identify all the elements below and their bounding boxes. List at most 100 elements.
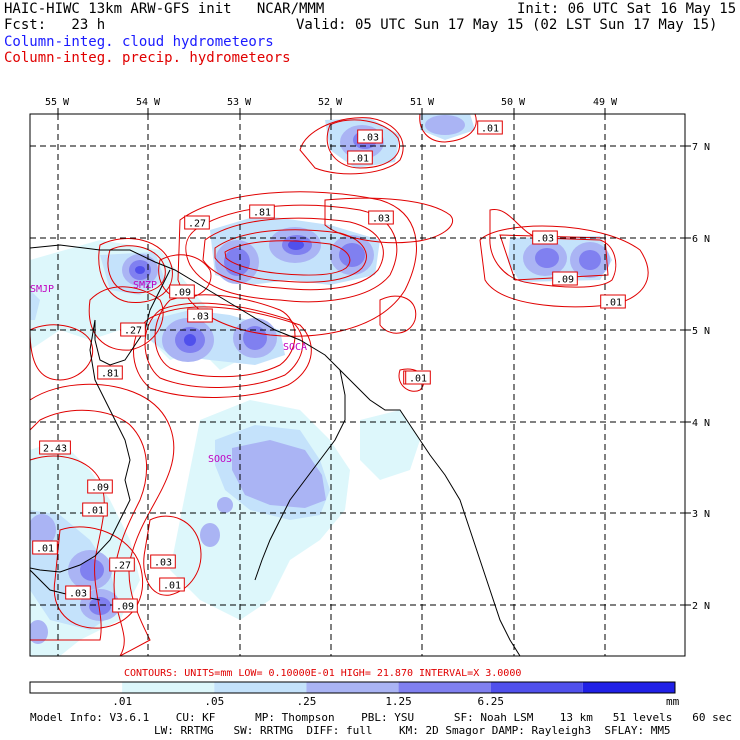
colorbar-swatch [398, 682, 491, 693]
lat-label: 5 N [692, 326, 710, 337]
contour-label-box [477, 120, 503, 135]
contour-label: .03 [191, 312, 209, 323]
lon-labels: 55 W 54 W 53 W 52 W 51 W 50 W 49 W [45, 97, 618, 108]
plot-title: HAIC-HIWC 13km ARW-GFS init NCAR/MMM [4, 1, 325, 17]
contour-label: .27 [124, 326, 142, 337]
station-labels: SMJP SOCA SOOS SMZP [30, 280, 307, 465]
lon-label: 54 W [136, 97, 161, 108]
contour-labels: .03 .01 .01 .01 .81 .03 .27 .03 .09 .09 .03 .01 .27.… [32, 120, 626, 613]
contour-label: .09 [556, 275, 574, 286]
contour-label: .01 [481, 124, 499, 135]
contour-label-box [405, 370, 431, 385]
cloud-shading-darkest [135, 240, 304, 346]
contour-label-box [109, 557, 135, 572]
contour-label-box [169, 284, 195, 299]
lon-label: 49 W [593, 97, 618, 108]
contour-label: .27 [113, 561, 131, 572]
lon-label: 53 W [227, 97, 252, 108]
contour-label: .03 [154, 558, 172, 569]
lat-label: 3 N [692, 509, 710, 520]
station-label: SMZP [133, 280, 157, 291]
lat-label: 7 N [692, 142, 710, 153]
colorbar-tick-label: .01 [112, 695, 132, 708]
contour-label: 2.43 [43, 444, 67, 455]
contour-label: .03 [372, 214, 390, 225]
coastline [30, 244, 521, 656]
forecast-hour: Fcst: 23 h [4, 17, 106, 33]
contour-label: .03 [536, 234, 554, 245]
contours-info: CONTOURS: UNITS=mm LOW= 0.10000E-01 HIGH… [124, 668, 521, 679]
contour-label-box [97, 365, 123, 380]
contour-label-box [82, 502, 108, 517]
lat-label: 4 N [692, 418, 710, 429]
colorbar-tick-label: 6.25 [477, 695, 504, 708]
frame-ticks [57, 108, 691, 606]
contour-label: .09 [173, 288, 191, 299]
contour-label: .01 [36, 544, 54, 555]
contour-label: .03 [69, 589, 87, 600]
colorbar-swatch [582, 682, 675, 693]
contour-label-box [368, 210, 394, 225]
contour-label-box [187, 308, 213, 323]
contour-label-box [87, 479, 113, 494]
precip-contours [30, 114, 649, 656]
field-precip-label: Column-integ. precip. hydrometeors [4, 50, 291, 66]
contour-label-box [600, 294, 626, 309]
contour-label-box [65, 585, 91, 600]
contour-label: .01 [604, 298, 622, 309]
contour-label-box [120, 322, 146, 337]
colorbar-frame [29, 681, 676, 694]
contour-label: .03 [361, 133, 379, 144]
lat-label: 6 N [692, 234, 710, 245]
station-label: SOCA [283, 342, 307, 353]
contour-label: .09 [116, 602, 134, 613]
colorbar-tick-label: .05 [204, 695, 224, 708]
lon-label: 51 W [410, 97, 435, 108]
station-label: SOOS [208, 454, 232, 465]
contour-label-box [347, 150, 373, 165]
colorbar-tick-label: 1.25 [385, 695, 412, 708]
colorbar-ticks: .01 .05 .25 1.25 6.25 [112, 695, 504, 708]
lon-label: 55 W [45, 97, 70, 108]
contour-label-box [184, 215, 210, 230]
cloud-shading-dark [30, 115, 610, 644]
lon-label: 50 W [501, 97, 526, 108]
contour-label-box [249, 204, 275, 219]
init-time: Init: 06 UTC Sat 16 May 15 [517, 1, 737, 17]
lat-label: 2 N [692, 601, 710, 612]
map-frame [29, 113, 686, 657]
contour-label-box [552, 271, 578, 286]
colorbar-swatch [490, 682, 583, 693]
colorbar-tick-label: .25 [296, 695, 316, 708]
contour-label: .09 [91, 483, 109, 494]
colorbar-swatch [306, 682, 399, 693]
model-info-line2: LW: RRTMG SW: RRTMG DIFF: full KM: 2D Sm… [154, 724, 671, 737]
contour-label-box [150, 554, 176, 569]
colorbar-swatch [30, 682, 123, 693]
valid-time: Valid: 05 UTC Sun 17 May 15 (02 LST Sun … [296, 17, 718, 33]
contour-label: .01 [409, 374, 427, 385]
field-cloud-label: Column-integ. cloud hydrometeors [4, 34, 274, 50]
contour-label: .81 [101, 369, 119, 380]
contour-label: .81 [253, 208, 271, 219]
contour-label-box [32, 540, 58, 555]
contour-label-box [112, 598, 138, 613]
contour-label: .01 [163, 581, 181, 592]
station-label: SMJP [30, 284, 54, 295]
contour-label-box [357, 129, 383, 144]
contour-label: .01 [86, 506, 104, 517]
model-info-line1: Model Info: V3.6.1 CU: KF MP: Thompson P… [30, 711, 732, 724]
lat-labels: 7 N 6 N 5 N 4 N 3 N 2 N [692, 142, 710, 612]
contour-label-box [159, 577, 185, 592]
colorbar-swatch [214, 682, 307, 693]
colorbar-unit: mm [666, 695, 680, 708]
colorbar [29, 681, 676, 694]
lon-label: 52 W [318, 97, 343, 108]
contour-label-box [532, 230, 558, 245]
colorbar-swatch [122, 682, 215, 693]
contour-label: .01 [351, 154, 369, 165]
contour-label-box [39, 440, 71, 455]
graticule [30, 114, 685, 656]
contour-label: .27 [188, 219, 206, 230]
